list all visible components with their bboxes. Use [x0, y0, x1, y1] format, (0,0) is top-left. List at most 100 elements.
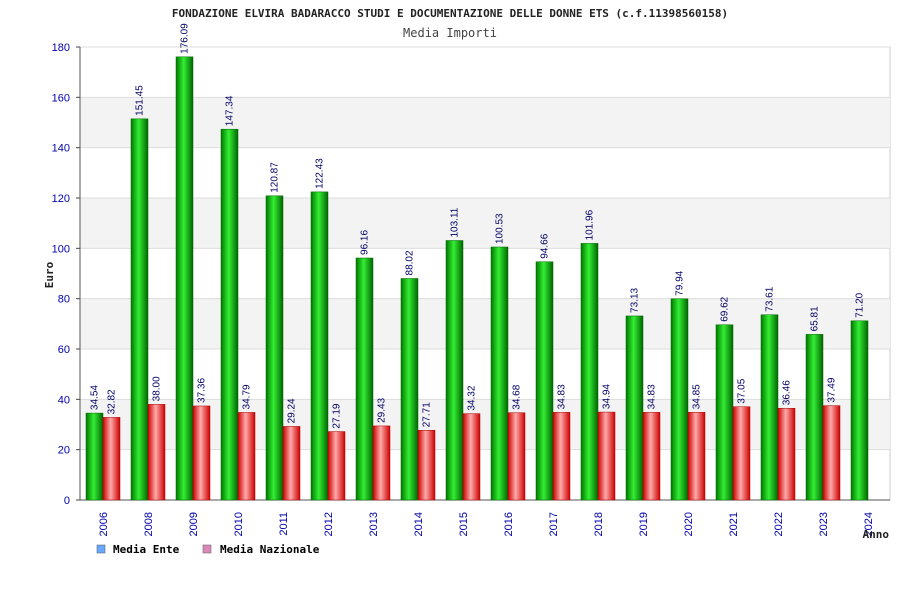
data-label: 79.94	[675, 270, 686, 295]
data-label: 88.02	[405, 250, 416, 275]
bar-media-ente	[805, 334, 824, 501]
data-label: 94.66	[540, 233, 551, 258]
bar-media-ente	[580, 243, 599, 501]
data-label: 36.46	[782, 380, 793, 405]
x-tick-label: 2011	[278, 512, 290, 536]
x-tick-label: 2020	[683, 512, 695, 536]
x-tick-label: 2018	[593, 512, 605, 536]
plot-area	[79, 46, 891, 501]
legend-label-media-nazionale: Media Nazionale	[220, 543, 320, 556]
x-axis-ticks: 2006 2008 2009 2010 2011 2012 2013 2014 2015 2016…	[98, 512, 875, 536]
grid-band	[80, 97, 890, 148]
bar-media-ente	[220, 128, 239, 501]
bar-media-ente	[445, 240, 464, 501]
data-label: 37.05	[737, 378, 748, 403]
bar-media-nazionale	[192, 405, 211, 501]
x-tick-label: 2021	[728, 512, 740, 536]
bar-media-ente	[175, 56, 194, 501]
x-axis-label: Anno	[863, 528, 890, 541]
legend-item-media-nazionale: Media Nazionale	[202, 543, 320, 556]
chart-subtitle: Media Importi	[403, 26, 497, 40]
y-tick-label: 40	[58, 394, 70, 406]
data-label: 34.83	[557, 384, 568, 409]
bar-media-ente	[355, 257, 374, 501]
x-tick-label: 2017	[548, 512, 560, 536]
data-label: 103.11	[450, 207, 461, 237]
gridlines	[76, 46, 890, 501]
bar-media-ente	[535, 261, 554, 501]
bar-media-nazionale	[687, 412, 706, 501]
bar-media-ente	[85, 412, 104, 501]
x-tick-label: 2013	[368, 512, 380, 536]
x-tick-label: 2019	[638, 512, 650, 536]
bars	[85, 56, 869, 501]
y-tick-label: 80	[58, 294, 70, 306]
data-label: 32.82	[107, 389, 118, 414]
grid-band	[80, 399, 890, 450]
x-tick-label: 2008	[143, 512, 155, 536]
bar-media-ente	[850, 320, 869, 501]
x-tick-label: 2006	[98, 512, 110, 536]
chart-title: FONDAZIONE ELVIRA BADARACCO STUDI E DOCU…	[172, 7, 728, 20]
y-tick-label: 120	[52, 193, 70, 205]
data-label: 34.83	[647, 384, 658, 409]
bar-media-ente	[670, 298, 689, 501]
bar-media-nazionale	[327, 431, 346, 501]
bar-media-nazionale	[732, 406, 751, 501]
bar-media-nazionale	[822, 405, 841, 501]
bar-media-nazionale	[147, 404, 166, 501]
bar-media-nazionale	[507, 412, 526, 501]
bar-media-ente	[625, 315, 644, 501]
x-tick-label: 2022	[773, 512, 785, 536]
x-tick-label: 2023	[818, 512, 830, 536]
data-label: 65.81	[810, 306, 821, 331]
bar-media-nazionale	[237, 412, 256, 501]
bar-media-ente	[130, 118, 149, 501]
data-labels: 34.54 32.82 151.45 38.00 176.09 37.36 147.34 34…	[90, 23, 866, 429]
y-axis-label: Euro	[43, 261, 56, 288]
bar-media-nazionale	[777, 407, 796, 501]
data-label: 101.96	[585, 209, 596, 240]
bar-media-ente	[715, 324, 734, 501]
y-tick-label: 60	[58, 344, 70, 356]
y-tick-label: 160	[52, 92, 70, 104]
bar-media-ente	[265, 195, 284, 501]
grid-band	[80, 298, 890, 349]
data-label: 73.13	[630, 287, 641, 312]
data-label: 27.71	[422, 402, 433, 427]
y-axis-ticks: 0 20 40 60 80 100 120 140 160 180	[52, 42, 70, 507]
data-label: 151.45	[135, 85, 146, 116]
data-label: 71.20	[855, 292, 866, 317]
bar-media-ente	[490, 246, 509, 501]
y-tick-label: 100	[52, 243, 70, 255]
y-tick-label: 0	[64, 495, 70, 507]
bar-media-nazionale	[417, 430, 436, 501]
data-label: 96.16	[360, 230, 371, 255]
x-tick-label: 2024	[863, 512, 875, 536]
y-tick-label: 20	[58, 445, 70, 457]
legend-swatch-media-nazionale	[202, 544, 212, 554]
data-label: 37.36	[197, 378, 208, 403]
bar-media-nazionale	[102, 417, 121, 501]
legend-label-media-ente: Media Ente	[113, 543, 180, 556]
legend-item-media-ente: Media Ente	[96, 543, 180, 556]
bar-media-nazionale	[597, 411, 616, 501]
bar-media-nazionale	[372, 425, 391, 501]
data-label: 29.24	[287, 398, 298, 423]
bar-media-nazionale	[552, 412, 571, 501]
data-label: 38.00	[152, 376, 163, 401]
data-label: 34.68	[512, 384, 523, 409]
bar-media-ente	[310, 191, 329, 501]
data-label: 34.32	[467, 385, 478, 410]
data-label: 73.61	[765, 286, 776, 311]
data-label: 100.53	[495, 213, 506, 244]
data-label: 34.79	[242, 384, 253, 409]
grid-band	[80, 198, 890, 249]
data-label: 120.87	[270, 162, 281, 193]
data-label: 29.43	[377, 397, 388, 422]
y-tick-label: 140	[52, 143, 70, 155]
y-tick-label: 180	[52, 42, 70, 54]
data-label: 37.49	[827, 377, 838, 402]
data-label: 69.62	[720, 296, 731, 321]
